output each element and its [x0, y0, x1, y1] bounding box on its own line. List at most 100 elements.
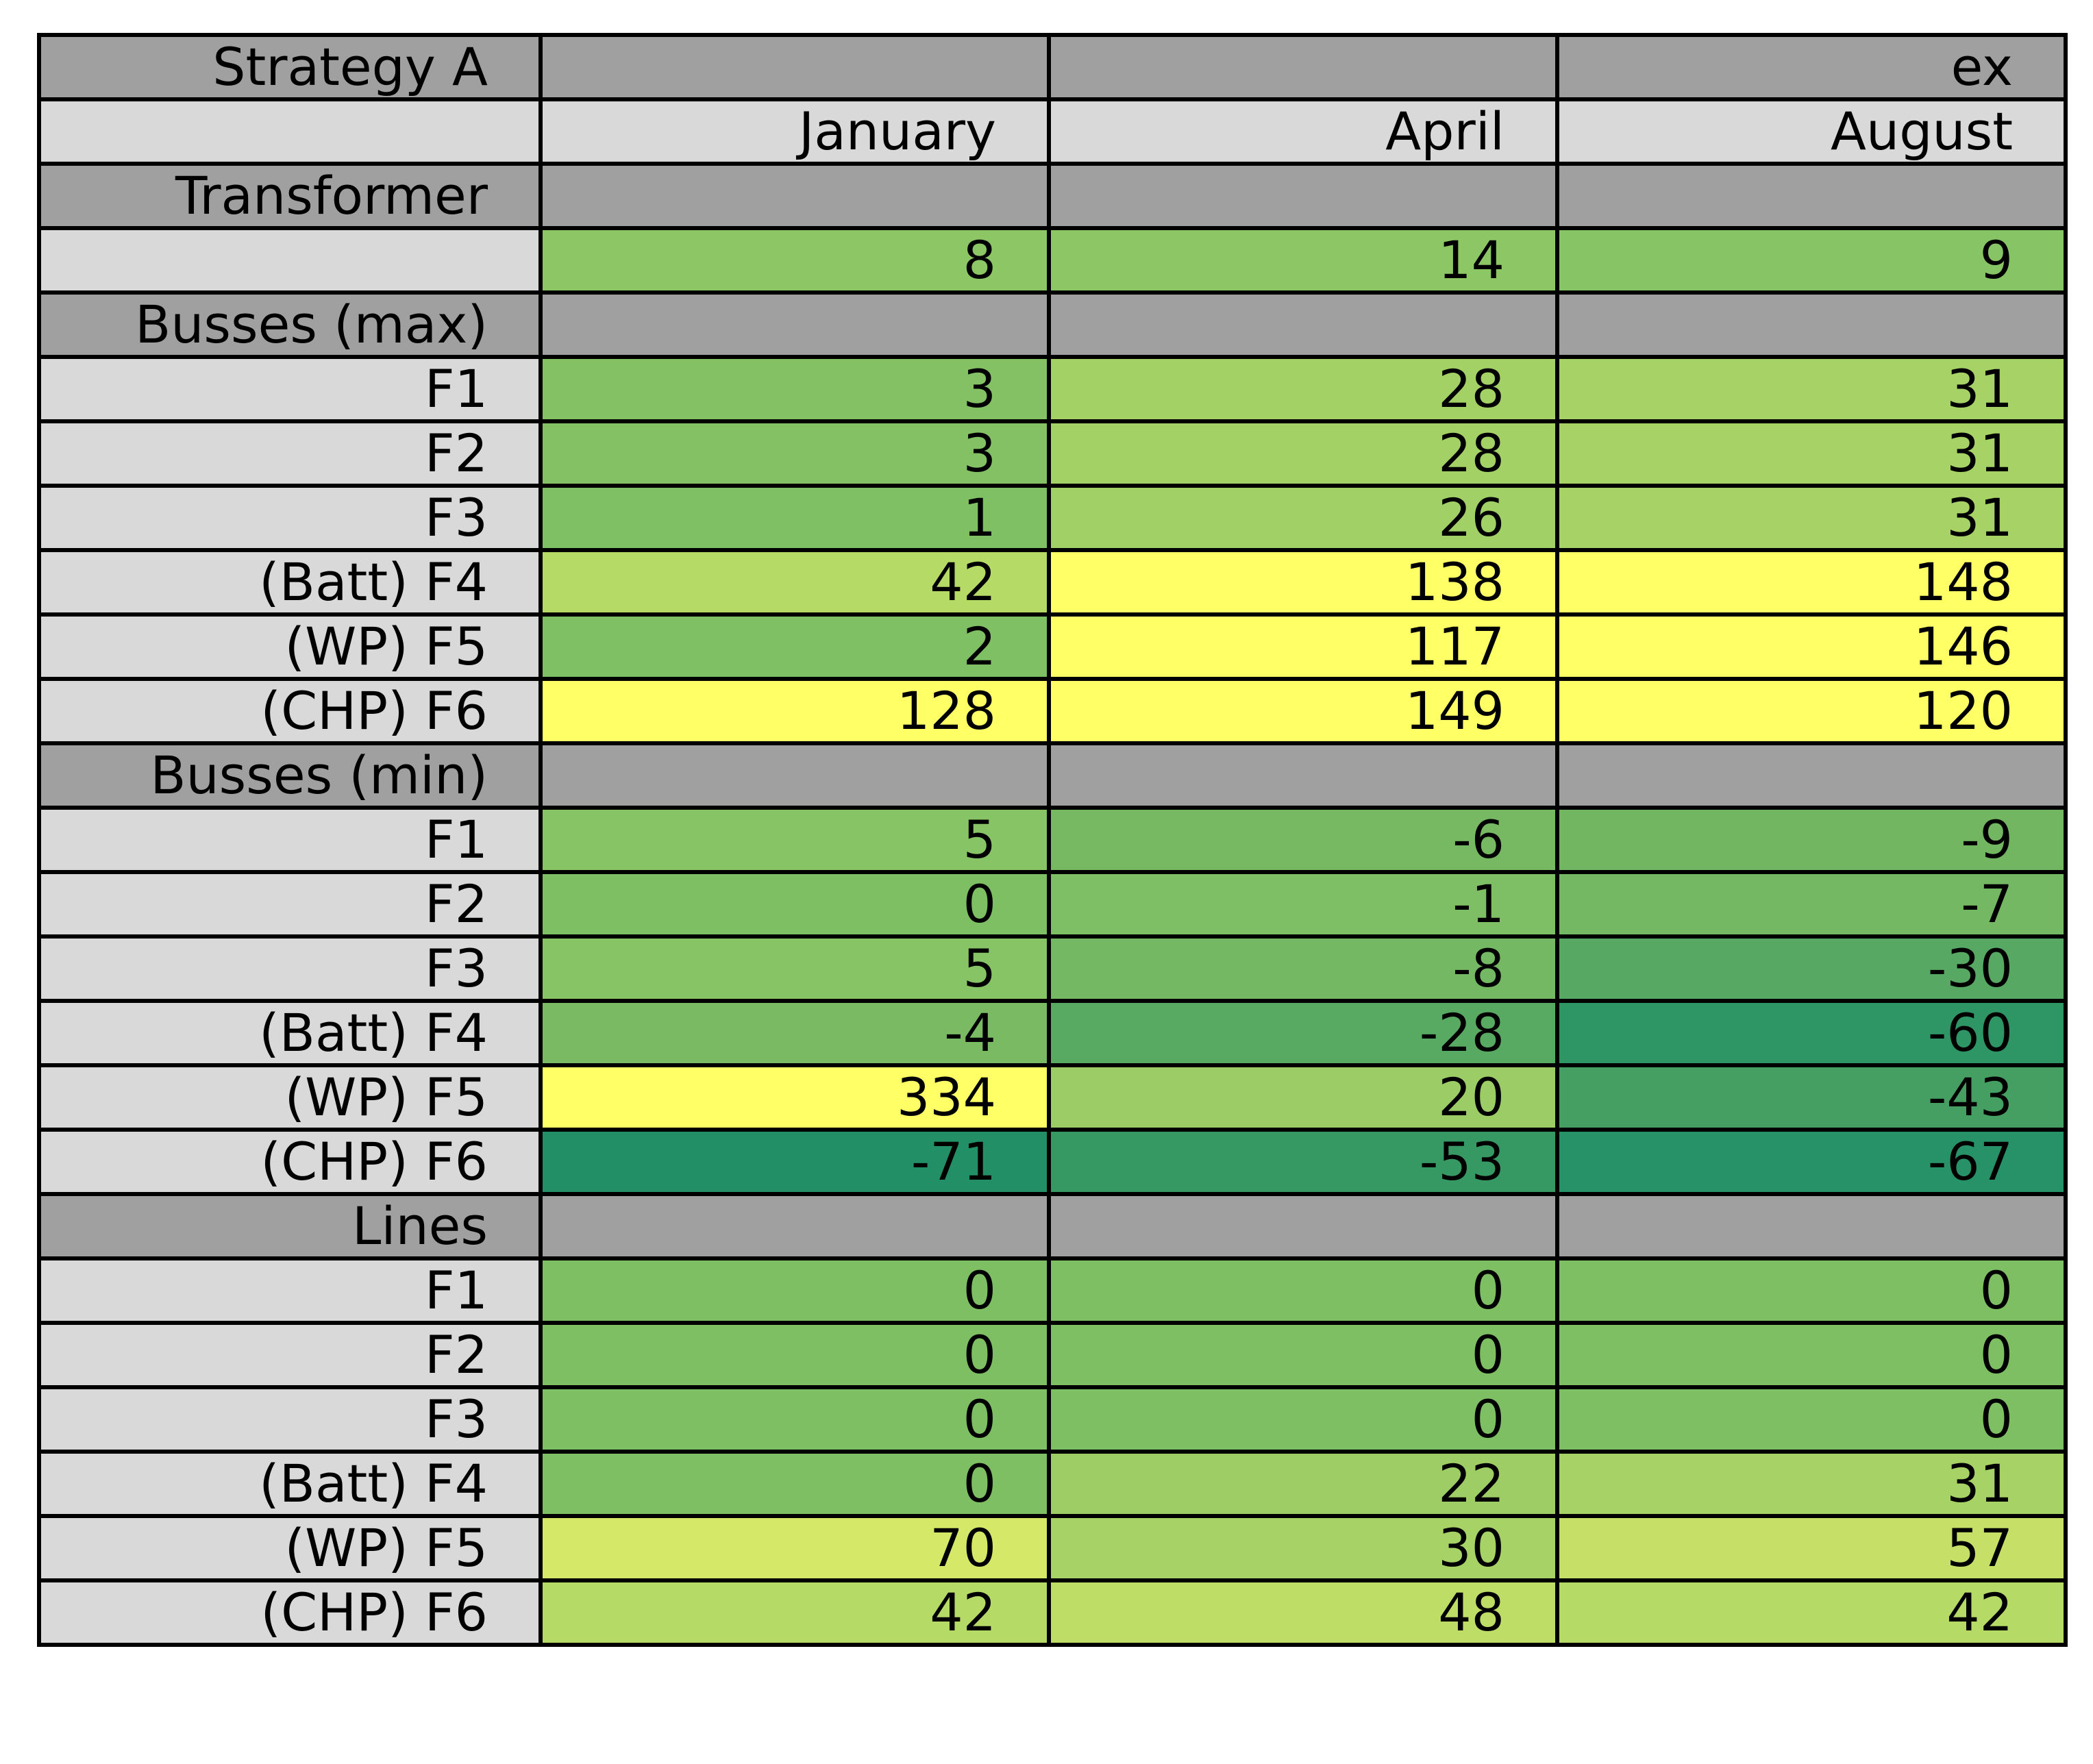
table-row: F1 0 0 0	[37, 1256, 2068, 1325]
heatmap-cell: 149	[1047, 677, 1559, 745]
heatmap-cell: 8	[538, 226, 1051, 295]
column-header-april: April	[1047, 97, 1559, 166]
heatmap-cell: 3	[538, 355, 1051, 423]
section-row: Busses (min)	[37, 741, 2068, 810]
row-label: (CHP) F6	[37, 1128, 543, 1196]
heatmap-cell: -43	[1555, 1063, 2068, 1132]
table-row: (Batt) F4 42 138 148	[37, 548, 2068, 617]
heatmap-cell: -1	[1047, 870, 1559, 939]
table-row: F3 0 0 0	[37, 1385, 2068, 1454]
row-label: F3	[37, 934, 543, 1003]
heatmap-table-container: Strategy A ex January April August Trans…	[37, 33, 2068, 1647]
section-row: Transformer	[37, 162, 2068, 230]
row-label: (WP) F5	[37, 1514, 543, 1582]
heatmap-cell: -60	[1555, 999, 2068, 1067]
corner-label: Strategy A	[37, 33, 543, 101]
table-row: (WP) F5 2 117 146	[37, 612, 2068, 681]
heatmap-table: Strategy A ex January April August Trans…	[37, 33, 2068, 1647]
heatmap-cell: 1	[538, 484, 1051, 552]
row-label: F1	[37, 1256, 543, 1325]
row-label: (WP) F5	[37, 612, 543, 681]
heatmap-cell: -67	[1555, 1128, 2068, 1196]
table-row: F3 5 -8 -30	[37, 934, 2068, 1003]
row-label: F1	[37, 806, 543, 874]
heatmap-cell: 334	[538, 1063, 1051, 1132]
heatmap-cell: 120	[1555, 677, 2068, 745]
heatmap-cell: -30	[1555, 934, 2068, 1003]
heatmap-cell: -71	[538, 1128, 1051, 1196]
section-header-cell	[538, 290, 1051, 359]
section-header-cell	[1555, 290, 2068, 359]
row-label: (Batt) F4	[37, 1450, 543, 1518]
table-row: 8 14 9	[37, 226, 2068, 295]
section-label: Lines	[37, 1192, 543, 1260]
table-row: (Batt) F4 -4 -28 -60	[37, 999, 2068, 1067]
heatmap-cell: 31	[1555, 419, 2068, 488]
heatmap-cell: 0	[538, 1256, 1051, 1325]
heatmap-cell: 42	[1555, 1578, 2068, 1647]
table-row: (Batt) F4 0 22 31	[37, 1450, 2068, 1518]
heatmap-cell: -7	[1555, 870, 2068, 939]
heatmap-cell: 57	[1555, 1514, 2068, 1582]
section-label: Transformer	[37, 162, 543, 230]
table-row: (CHP) F6 -71 -53 -67	[37, 1128, 2068, 1196]
row-label: (WP) F5	[37, 1063, 543, 1132]
heatmap-cell: 0	[1555, 1321, 2068, 1389]
heatmap-cell: 48	[1047, 1578, 1559, 1647]
table-body: Strategy A ex January April August Trans…	[37, 33, 2068, 1647]
section-header-cell	[1047, 290, 1559, 359]
heatmap-cell: 117	[1047, 612, 1559, 681]
heatmap-cell: 0	[538, 1450, 1051, 1518]
heatmap-cell: 0	[1555, 1256, 2068, 1325]
table-row: (WP) F5 334 20 -43	[37, 1063, 2068, 1132]
section-header-cell	[1555, 162, 2068, 230]
table-row: (CHP) F6 128 149 120	[37, 677, 2068, 745]
header-row-super: Strategy A ex	[37, 33, 2068, 101]
section-header-cell	[538, 162, 1051, 230]
heatmap-cell: 14	[1047, 226, 1559, 295]
heatmap-cell: 28	[1047, 355, 1559, 423]
row-label: F2	[37, 1321, 543, 1389]
heatmap-cell: 31	[1555, 1450, 2068, 1518]
heatmap-cell: 146	[1555, 612, 2068, 681]
section-label: Busses (max)	[37, 290, 543, 359]
row-label: F2	[37, 419, 543, 488]
column-header-january: January	[538, 97, 1051, 166]
row-label: F1	[37, 355, 543, 423]
table-row: F1 5 -6 -9	[37, 806, 2068, 874]
row-label: F3	[37, 1385, 543, 1454]
row-label: (Batt) F4	[37, 548, 543, 617]
section-header-cell	[538, 1192, 1051, 1260]
table-row: (CHP) F6 42 48 42	[37, 1578, 2068, 1647]
heatmap-cell: 42	[538, 1578, 1051, 1647]
section-header-cell	[1047, 1192, 1559, 1260]
row-label: F2	[37, 870, 543, 939]
heatmap-cell: 0	[1555, 1385, 2068, 1454]
heatmap-cell: 70	[538, 1514, 1051, 1582]
table-row: F1 3 28 31	[37, 355, 2068, 423]
heatmap-cell: 0	[538, 870, 1051, 939]
heatmap-cell: 148	[1555, 548, 2068, 617]
table-row: (WP) F5 70 30 57	[37, 1514, 2068, 1582]
heatmap-cell: 9	[1555, 226, 2068, 295]
heatmap-cell: -28	[1047, 999, 1559, 1067]
heatmap-cell: 0	[538, 1385, 1051, 1454]
super-header-2	[1047, 33, 1559, 101]
heatmap-cell: 20	[1047, 1063, 1559, 1132]
heatmap-cell: 128	[538, 677, 1051, 745]
heatmap-cell: 31	[1555, 355, 2068, 423]
column-header-blank	[37, 97, 543, 166]
row-label: (Batt) F4	[37, 999, 543, 1067]
section-header-cell	[538, 741, 1051, 810]
heatmap-cell: 0	[538, 1321, 1051, 1389]
row-label: (CHP) F6	[37, 1578, 543, 1647]
heatmap-cell: -8	[1047, 934, 1559, 1003]
heatmap-cell: 0	[1047, 1256, 1559, 1325]
table-row: F2 0 0 0	[37, 1321, 2068, 1389]
heatmap-cell: 26	[1047, 484, 1559, 552]
heatmap-cell: 5	[538, 934, 1051, 1003]
section-header-cell	[1047, 162, 1559, 230]
heatmap-cell: 22	[1047, 1450, 1559, 1518]
heatmap-cell: -6	[1047, 806, 1559, 874]
heatmap-cell: 3	[538, 419, 1051, 488]
